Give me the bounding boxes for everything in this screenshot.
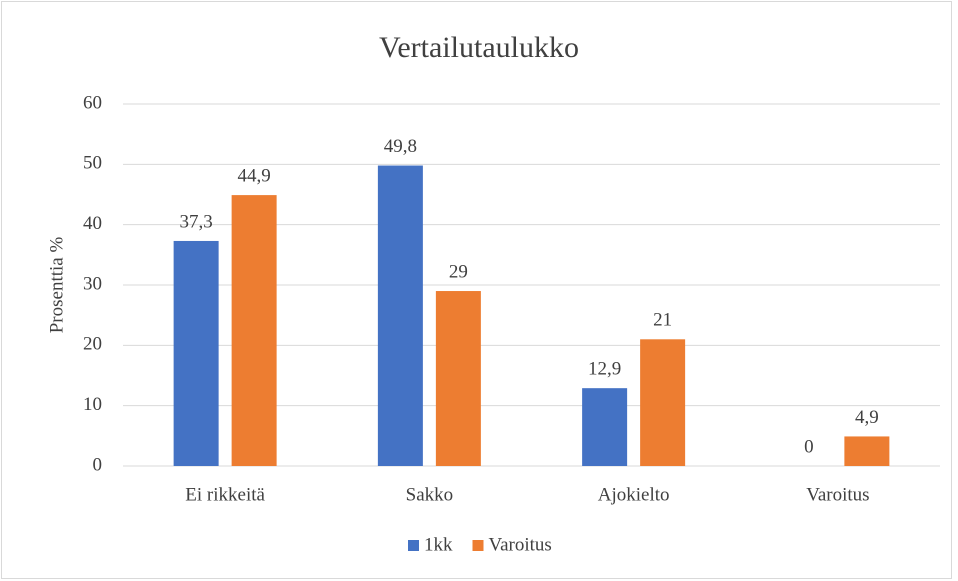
bar xyxy=(435,291,481,466)
data-label: 37,3 xyxy=(180,211,213,232)
y-tick-label: 10 xyxy=(83,394,102,415)
data-label: 49,8 xyxy=(384,136,417,157)
y-axis-label: Prosenttia % xyxy=(46,237,67,334)
bar xyxy=(231,195,277,466)
y-tick-label: 0 xyxy=(93,454,103,475)
legend-label: Varoitus xyxy=(489,534,552,555)
y-tick-label: 50 xyxy=(83,153,102,174)
data-label: 12,9 xyxy=(588,359,621,380)
legend-label: 1kk xyxy=(424,534,453,555)
data-label: 44,9 xyxy=(238,165,271,186)
x-tick-label: Varoitus xyxy=(806,484,869,505)
bar xyxy=(844,436,890,466)
legend-swatch xyxy=(408,540,419,551)
x-tick-label: Ei rikkeitä xyxy=(185,484,265,505)
bar xyxy=(640,339,686,466)
data-label: 29 xyxy=(449,261,468,282)
y-tick-label: 60 xyxy=(83,92,102,113)
legend-swatch xyxy=(472,540,484,551)
chart-title: Vertailutaulukko xyxy=(379,31,579,64)
x-tick-label: Ajokielto xyxy=(598,484,670,505)
y-tick-label: 30 xyxy=(83,273,102,294)
bar xyxy=(377,165,423,467)
y-tick-label: 20 xyxy=(83,334,102,355)
bar xyxy=(173,240,219,466)
data-label: 4,9 xyxy=(855,407,879,428)
y-tick-label: 40 xyxy=(83,213,102,234)
data-label: 0 xyxy=(804,436,814,457)
bar xyxy=(582,388,628,466)
x-tick-label: Sakko xyxy=(406,484,454,505)
data-label: 21 xyxy=(653,310,672,331)
